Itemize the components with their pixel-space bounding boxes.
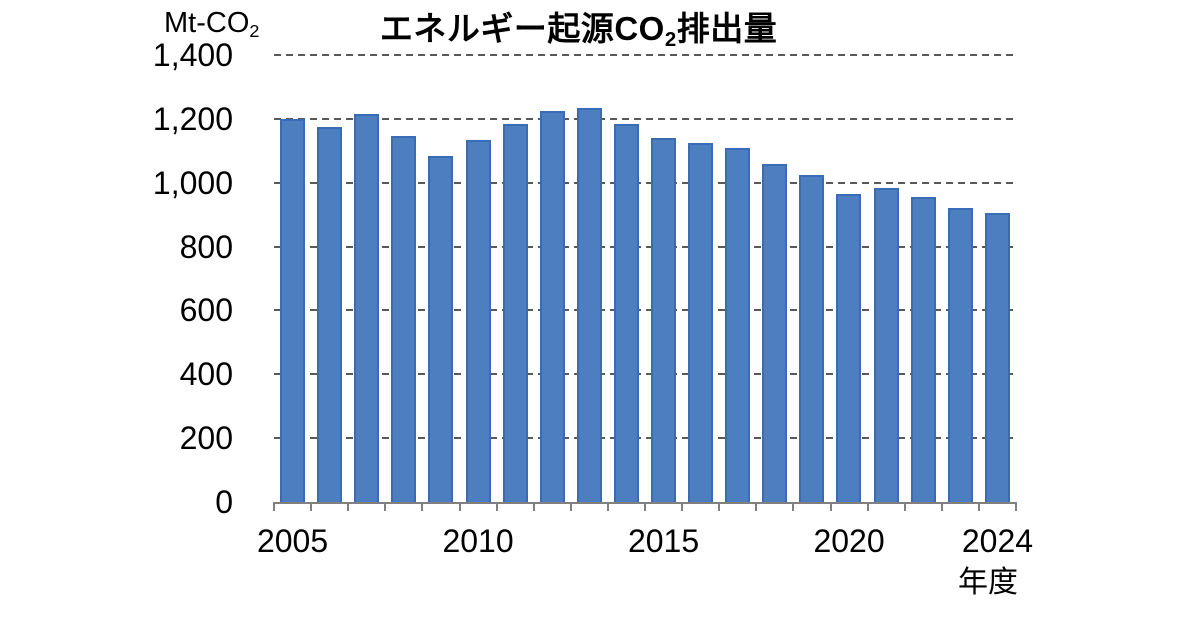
- bar-2009: [428, 155, 454, 502]
- x-axis-tick: [755, 502, 758, 511]
- bar-2023: [947, 208, 973, 502]
- bar-slot: [868, 55, 905, 502]
- bar-2018: [762, 163, 788, 502]
- chart-title-prefix: エネルギー起源CO: [379, 10, 665, 47]
- x-axis-tick: [977, 502, 980, 511]
- bar-2013: [576, 107, 602, 502]
- bar-slot: [979, 55, 1016, 502]
- y-axis-label: 1,400: [152, 37, 233, 73]
- x-axis-tick: [940, 502, 943, 511]
- y-axis-label: 400: [179, 356, 233, 393]
- x-axis-tick: [569, 502, 572, 511]
- x-axis-label: 2010: [442, 523, 514, 559]
- gridline: [274, 437, 1016, 440]
- bar-2014: [613, 123, 639, 502]
- x-axis-tick: [384, 502, 387, 511]
- x-axis-tick: [421, 502, 424, 511]
- x-axis-tick: [606, 502, 609, 511]
- x-axis-tick: [532, 502, 535, 511]
- bar-slot: [422, 55, 459, 502]
- bar-slot: [793, 55, 830, 502]
- x-axis-label: 2024: [961, 523, 1034, 559]
- bar-slot: [682, 55, 719, 502]
- x-axis-tick: [903, 502, 906, 511]
- x-axis-tick: [495, 502, 498, 511]
- bar-2011: [502, 123, 528, 502]
- x-axis-tick: [866, 502, 869, 511]
- y-axis-label: 1,000: [152, 164, 233, 201]
- bar-2017: [725, 147, 751, 502]
- plot-area: [273, 54, 1017, 511]
- bar-slot: [756, 55, 793, 502]
- bar-slot: [274, 55, 311, 502]
- bar-2010: [465, 139, 491, 502]
- y-axis-unit-label: Mt-CO2: [164, 7, 260, 42]
- gridline: [274, 373, 1016, 376]
- y-axis-label: 600: [179, 292, 233, 329]
- bar-slot: [830, 55, 867, 502]
- x-axis-tick: [718, 502, 721, 511]
- y-axis-label: 800: [179, 228, 233, 265]
- bar-slot: [719, 55, 756, 502]
- y-axis-unit-text: Mt-CO: [164, 7, 250, 39]
- x-axis-tick: [273, 502, 275, 511]
- x-axis-tick: [310, 502, 313, 511]
- bar-slot: [942, 55, 979, 502]
- bar-2024: [984, 213, 1010, 502]
- gridline: [274, 181, 1016, 184]
- bar-2021: [873, 187, 899, 502]
- x-axis-tick: [681, 502, 684, 511]
- gridline: [274, 117, 1016, 120]
- bar-slot: [608, 55, 645, 502]
- bar-2016: [688, 142, 714, 502]
- y-axis-label: 200: [179, 420, 233, 457]
- x-axis-label: 2015: [627, 523, 700, 559]
- x-axis-label: 2005: [256, 523, 329, 559]
- bar-2007: [354, 114, 380, 502]
- bar-2015: [650, 138, 676, 502]
- bar-2008: [391, 136, 417, 502]
- x-axis-tick: [1015, 502, 1017, 511]
- gridline: [274, 309, 1016, 312]
- y-axis-label: 1,200: [152, 100, 233, 137]
- chart-title-suffix: 排出量: [676, 10, 778, 47]
- bar-slot: [534, 55, 571, 502]
- x-axis-title: 年度: [958, 566, 1018, 599]
- chart-title-subscript: 2: [664, 27, 677, 51]
- x-axis-label: 2020: [813, 523, 885, 559]
- bar-2020: [836, 193, 862, 502]
- gridline: [274, 245, 1016, 248]
- bar-2006: [317, 126, 343, 502]
- bar-slot: [459, 55, 496, 502]
- y-axis-labels: 1,400 1,200 1,000 800 600 400 200 0: [0, 38, 233, 519]
- bar-slot: [905, 55, 942, 502]
- x-axis-labels: 2005 2010 2015 2020 2024: [257, 523, 1033, 564]
- gridline: [274, 54, 1016, 56]
- x-axis-tick: [347, 502, 350, 511]
- chart-title: エネルギー起源CO2排出量: [140, 2, 1017, 51]
- x-axis-tick: [644, 502, 646, 511]
- bar-2012: [539, 110, 565, 502]
- bar-slot: [497, 55, 534, 502]
- x-axis-tick: [458, 502, 461, 511]
- bar-slot: [385, 55, 422, 502]
- y-axis-unit-subscript: 2: [249, 21, 260, 42]
- bar-slot: [571, 55, 608, 502]
- y-axis-label: 0: [215, 484, 233, 520]
- bar-2005: [280, 118, 306, 502]
- bar-slot: [311, 55, 348, 502]
- bar-slot: [645, 55, 682, 502]
- bar-slot: [348, 55, 385, 502]
- bar-series: [274, 55, 1016, 502]
- x-axis-tick: [829, 502, 832, 511]
- bar-2019: [799, 174, 825, 502]
- bar-2022: [910, 197, 936, 502]
- x-axis-tick: [792, 502, 795, 511]
